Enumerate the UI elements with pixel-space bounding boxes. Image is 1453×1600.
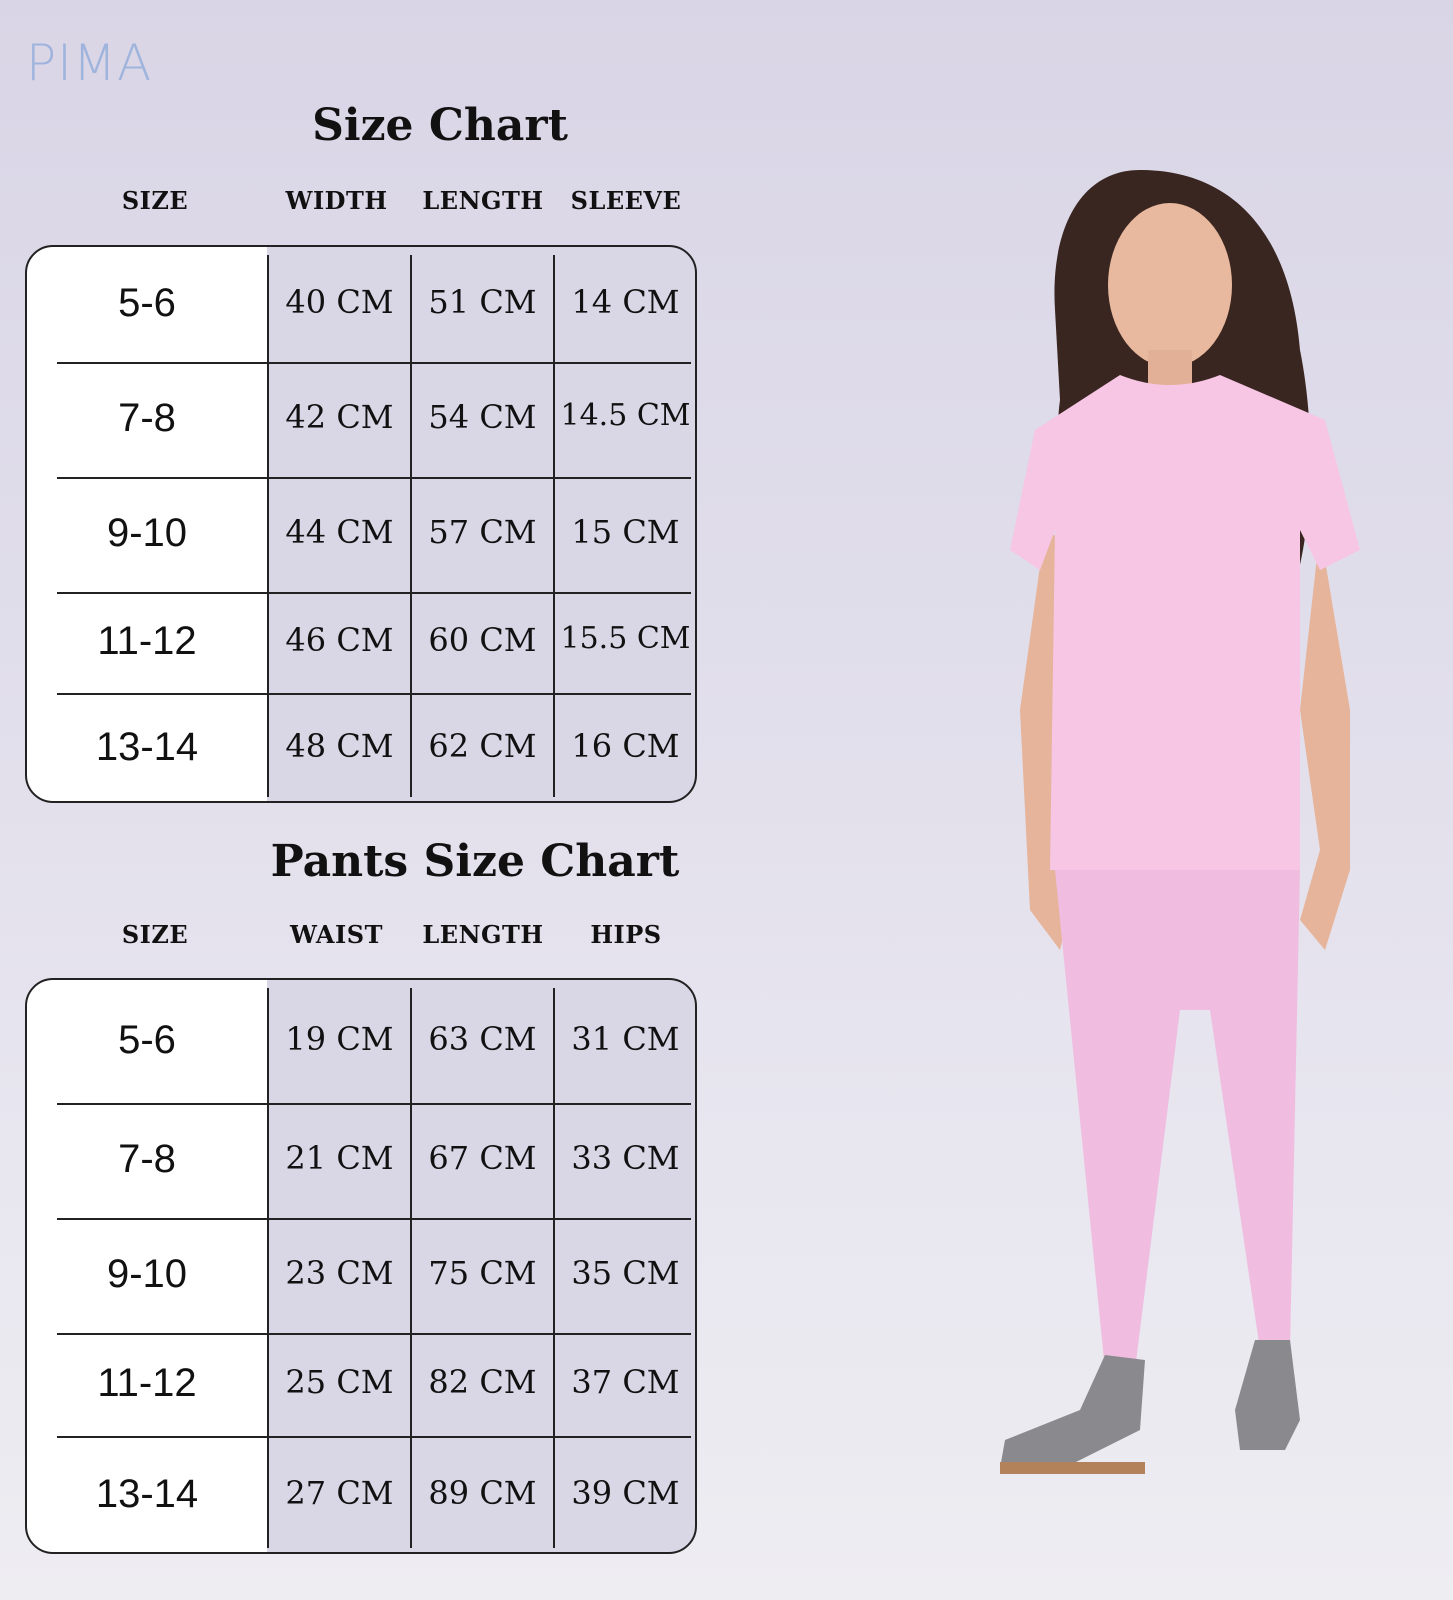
size-label: 13-14 xyxy=(95,725,199,769)
pants-table-row: 13-14 27 CM 89 CM 39 CM xyxy=(27,1436,695,1552)
measurement-cell: 54 CM xyxy=(428,397,537,436)
measurement-cell: 75 CM xyxy=(428,1253,537,1292)
column-divider xyxy=(553,988,555,1548)
pants-size-table: 5-6 19 CM 63 CM 31 CM 7-8 21 CM 67 CM 33 CM 9-10… xyxy=(25,978,697,1554)
size-label: 7-8 xyxy=(118,395,176,440)
shirt-column-header: SIZE xyxy=(121,186,189,215)
pants-table-row: 11-12 25 CM 82 CM 37 CM xyxy=(27,1333,695,1436)
row-divider xyxy=(57,1436,691,1438)
measurement-cell: 48 CM xyxy=(285,727,394,765)
measurement-cell: 82 CM xyxy=(428,1362,537,1401)
row-divider xyxy=(57,693,691,695)
pants-table-row: 5-6 19 CM 63 CM 31 CM xyxy=(27,980,695,1103)
column-divider xyxy=(267,255,269,797)
measurement-cell: 42 CM xyxy=(285,397,394,436)
row-divider xyxy=(57,592,691,594)
shirt-column-header: SLEEVE xyxy=(570,186,682,215)
shirt-table-row: 11-12 46 CM 60 CM 15.5 CM xyxy=(27,592,695,693)
shirt-table-row: 9-10 44 CM 57 CM 15 CM xyxy=(27,477,695,592)
pants-chart-title: Pants Size Chart xyxy=(270,836,680,887)
size-label: 11-12 xyxy=(97,618,197,663)
measurement-cell: 67 CM xyxy=(428,1138,537,1177)
column-divider xyxy=(267,988,269,1548)
row-divider xyxy=(57,1103,691,1105)
measurement-cell: 27 CM xyxy=(285,1474,394,1512)
measurement-cell: 63 CM xyxy=(428,1019,537,1058)
column-divider xyxy=(410,255,412,797)
measurement-cell: 40 CM xyxy=(285,282,394,321)
pants-table-row: 7-8 21 CM 67 CM 33 CM xyxy=(27,1103,695,1218)
measurement-cell: 25 CM xyxy=(285,1362,394,1401)
measurement-cell: 44 CM xyxy=(285,512,394,551)
pants-column-header: HIPS xyxy=(590,920,662,949)
shirt-column-header: WIDTH xyxy=(285,186,388,215)
measurement-cell: 16 CM xyxy=(571,727,680,765)
shirt-chart-title: Size Chart xyxy=(312,100,568,151)
measurement-cell: 39 CM xyxy=(571,1474,680,1512)
model-photo xyxy=(1000,170,1360,1474)
measurement-cell: 21 CM xyxy=(285,1138,394,1177)
leggings xyxy=(1055,870,1300,1370)
shirt-table-row: 13-14 48 CM 62 CM 16 CM xyxy=(27,693,695,801)
size-label: 5-6 xyxy=(118,1017,176,1062)
column-divider xyxy=(410,988,412,1548)
shirt-table-row: 5-6 40 CM 51 CM 14 CM xyxy=(27,247,695,362)
size-label: 9-10 xyxy=(106,1251,188,1296)
measurement-cell: 37 CM xyxy=(571,1362,680,1401)
measurement-cell: 51 CM xyxy=(428,282,537,321)
measurement-cell: 19 CM xyxy=(285,1019,394,1058)
size-label: 9-10 xyxy=(106,510,188,555)
shirt-table-row: 7-8 42 CM 54 CM 14.5 CM xyxy=(27,362,695,477)
measurement-cell: 23 CM xyxy=(285,1253,394,1292)
arm-right xyxy=(1300,530,1350,950)
neck xyxy=(1148,350,1192,390)
measurement-cell: 60 CM xyxy=(428,620,537,659)
row-divider xyxy=(57,1333,691,1335)
measurement-cell: 89 CM xyxy=(428,1474,537,1512)
size-label: 11-12 xyxy=(97,1360,197,1405)
shirt-size-table: 5-6 40 CM 51 CM 14 CM 7-8 42 CM 54 CM 14.5 CM 9-… xyxy=(25,245,697,803)
measurement-cell: 35 CM xyxy=(571,1253,680,1292)
shoe-left xyxy=(1000,1355,1145,1468)
shirt xyxy=(1010,375,1360,870)
measurement-cell: 31 CM xyxy=(571,1019,680,1058)
row-divider xyxy=(57,477,691,479)
pants-column-header: WAIST xyxy=(290,920,383,949)
row-divider xyxy=(57,1218,691,1220)
column-divider xyxy=(553,255,555,797)
measurement-cell: 33 CM xyxy=(571,1138,680,1177)
brand-logo: PIMA xyxy=(26,34,153,92)
measurement-cell: 14 CM xyxy=(571,282,680,321)
measurement-cell: 46 CM xyxy=(285,620,394,659)
measurement-cell: 15 CM xyxy=(571,512,680,551)
pants-column-header: LENGTH xyxy=(422,920,544,949)
row-divider xyxy=(57,362,691,364)
size-label: 13-14 xyxy=(95,1472,199,1516)
pants-column-header: SIZE xyxy=(121,920,189,949)
pants-table-row: 9-10 23 CM 75 CM 35 CM xyxy=(27,1218,695,1333)
size-label: 7-8 xyxy=(118,1136,176,1181)
measurement-cell: 14.5 CM xyxy=(560,397,691,433)
measurement-cell: 15.5 CM xyxy=(560,620,691,656)
shirt-column-header: LENGTH xyxy=(422,186,544,215)
shoe-right xyxy=(1235,1340,1300,1450)
size-label: 5-6 xyxy=(118,280,176,325)
face xyxy=(1108,203,1232,367)
measurement-cell: 62 CM xyxy=(428,727,537,765)
measurement-cell: 57 CM xyxy=(428,512,537,551)
sole-left xyxy=(1000,1462,1145,1474)
